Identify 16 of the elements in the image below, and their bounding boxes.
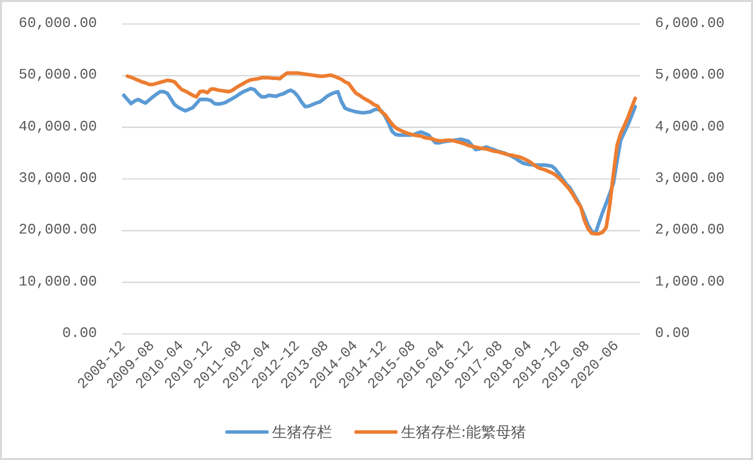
y-tick-label: 0.00 [62,326,97,342]
y2-tick-label: 5,000.00 [655,68,725,84]
y-tick-label: 10,000.00 [18,274,97,290]
y-tick-label: 50,000.00 [18,68,97,84]
y2-tick-label: 6,000.00 [655,16,725,32]
y2-tick-label: 1,000.00 [655,274,725,290]
legend-label: 生猪存栏 [272,423,332,441]
legend-label: 生猪存栏:能繁母猪 [400,423,526,441]
y-tick-label: 20,000.00 [18,222,97,239]
y2-tick-label: 0.00 [655,326,690,342]
y2-tick-label: 4,000.00 [655,119,725,136]
y-tick-label: 30,000.00 [18,171,97,187]
y-tick-label: 60,000.00 [18,16,97,32]
y2-tick-label: 2,000.00 [655,222,725,239]
y-tick-label: 40,000.00 [18,119,97,136]
y2-tick-label: 3,000.00 [655,171,725,187]
